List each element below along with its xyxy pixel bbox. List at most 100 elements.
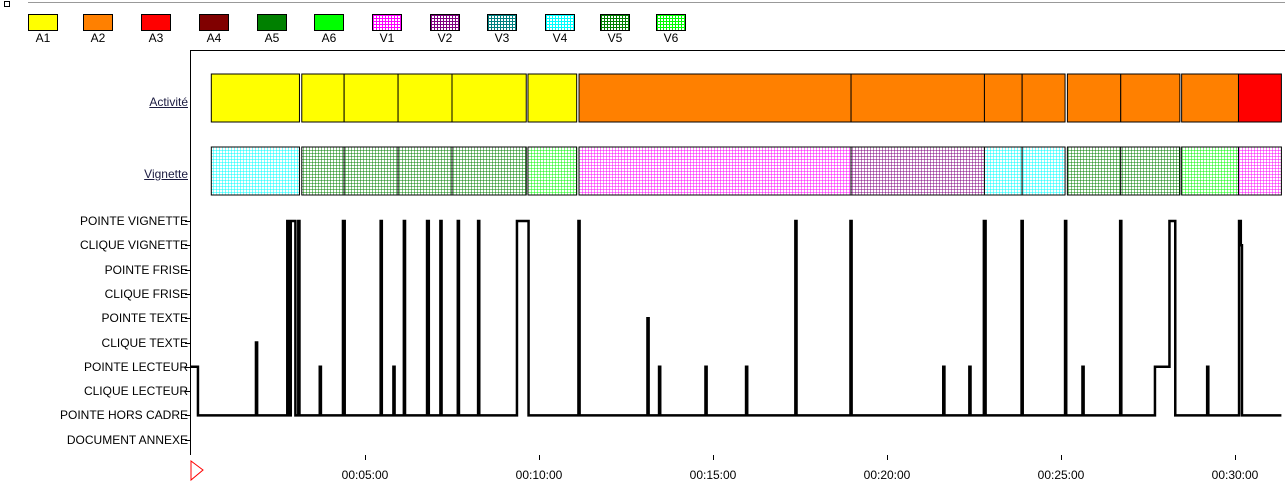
event-tick — [185, 269, 190, 271]
legend-item-v5: V5 — [600, 14, 634, 44]
activity-segment-a3[interactable] — [1237, 73, 1282, 123]
activity-track — [210, 73, 1282, 123]
activity-segment-a1[interactable] — [343, 73, 399, 123]
legend-item-a2: A2 — [83, 14, 117, 44]
activity-segment-a1[interactable] — [397, 73, 453, 123]
vignette-segment-v6[interactable] — [1181, 146, 1239, 196]
legend-label: A1 — [35, 31, 51, 45]
event-trace-line — [191, 219, 1282, 417]
event-label: CLIQUE TEXTE — [101, 335, 188, 350]
legend-label: V4 — [552, 31, 568, 45]
time-tick — [1061, 455, 1062, 460]
time-tick — [713, 455, 714, 460]
legend-swatch — [545, 14, 575, 31]
vignette-track — [210, 146, 1282, 196]
top-divider — [28, 2, 1285, 3]
vignette-segment-v4[interactable] — [210, 146, 300, 196]
legend-swatch — [372, 14, 402, 31]
event-tick — [185, 318, 190, 320]
activity-segment-a2[interactable] — [1120, 73, 1181, 123]
legend-swatch — [487, 14, 517, 31]
legend-label: V2 — [437, 31, 453, 45]
row-label-vignette[interactable]: Vignette — [144, 167, 188, 181]
time-tick — [365, 455, 366, 460]
legend-swatch — [28, 14, 58, 31]
time-label: 00:15:00 — [689, 468, 737, 482]
vignette-segment-v2[interactable] — [850, 146, 985, 196]
legend-item-v6: V6 — [656, 14, 690, 44]
vignette-segment-v1[interactable] — [1237, 146, 1282, 196]
legend-swatch — [83, 14, 113, 31]
event-tick — [185, 439, 190, 441]
vignette-segment-v1[interactable] — [578, 146, 852, 196]
time-tick — [539, 455, 540, 460]
time-tick — [887, 455, 888, 460]
event-tick — [185, 415, 190, 417]
legend-swatch — [199, 14, 229, 31]
legend-label: A4 — [206, 31, 222, 45]
vignette-segment-v5[interactable] — [1120, 146, 1181, 196]
event-tick — [185, 245, 190, 247]
vignette-segment-v6[interactable] — [527, 146, 578, 196]
activity-segment-a1[interactable] — [210, 73, 300, 123]
timeline-frame-top — [190, 50, 1285, 51]
legend-label: A5 — [264, 31, 280, 45]
time-label: 00:30:00 — [1211, 468, 1259, 482]
legend-item-v3: V3 — [487, 14, 521, 44]
vignette-segment-v5[interactable] — [1066, 146, 1122, 196]
legend-swatch — [141, 14, 171, 31]
event-label: POINTE VIGNETTE — [79, 214, 188, 228]
event-label: POINTE HORS CADRE — [59, 408, 188, 423]
time-tick — [1235, 455, 1236, 460]
legend-label: A2 — [90, 31, 106, 45]
activity-segment-a2[interactable] — [1021, 73, 1066, 123]
time-label: 00:25:00 — [1037, 468, 1085, 482]
vignette-segment-v5[interactable] — [343, 146, 399, 196]
event-label: DOCUMENT ANNEXE — [66, 432, 188, 447]
activity-segment-a2[interactable] — [1181, 73, 1239, 123]
event-tick — [185, 342, 190, 344]
event-label: POINTE LECTEUR — [83, 359, 188, 374]
legend-label: A6 — [321, 31, 337, 45]
playhead-marker-icon — [190, 460, 204, 482]
event-label: POINTE TEXTE — [101, 311, 188, 326]
legend-label: V1 — [379, 31, 395, 45]
event-tick — [185, 293, 190, 295]
activity-segment-a1[interactable] — [301, 73, 345, 123]
activity-segment-a2[interactable] — [578, 73, 852, 123]
legend-swatch — [600, 14, 630, 31]
vignette-segment-v4[interactable] — [983, 146, 1023, 196]
legend-item-a4: A4 — [199, 14, 233, 44]
event-tick — [185, 221, 190, 222]
vignette-segment-v5[interactable] — [301, 146, 345, 196]
vignette-segment-v5[interactable] — [451, 146, 527, 196]
event-label: CLIQUE FRISE — [104, 286, 188, 301]
vignette-segment-v4[interactable] — [1021, 146, 1066, 196]
activity-segment-a1[interactable] — [527, 73, 578, 123]
legend-label: V3 — [494, 31, 510, 45]
legend-swatch — [257, 14, 287, 31]
legend-item-v2: V2 — [430, 14, 464, 44]
event-label: POINTE FRISE — [104, 262, 188, 277]
time-label: 00:05:00 — [341, 468, 389, 482]
vignette-segment-v5[interactable] — [397, 146, 453, 196]
legend-label: A3 — [148, 31, 164, 45]
activity-segment-a2[interactable] — [850, 73, 985, 123]
activity-segment-a2[interactable] — [983, 73, 1023, 123]
legend-label: V5 — [607, 31, 623, 45]
timeline-frame-left — [190, 50, 191, 455]
legend-swatch — [656, 14, 686, 31]
activity-segment-a1[interactable] — [451, 73, 527, 123]
event-tick — [185, 366, 190, 368]
window-corner-handle[interactable] — [4, 1, 10, 7]
time-label: 00:10:00 — [515, 468, 563, 482]
row-label-activite[interactable]: Activité — [149, 95, 188, 109]
legend-swatch — [430, 14, 460, 31]
event-tick — [185, 391, 190, 393]
event-trace — [191, 219, 1282, 417]
legend-item-v1: V1 — [372, 14, 406, 44]
activity-segment-a2[interactable] — [1066, 73, 1122, 123]
legend-swatch — [314, 14, 344, 31]
event-label: CLIQUE LECTEUR — [83, 384, 188, 399]
